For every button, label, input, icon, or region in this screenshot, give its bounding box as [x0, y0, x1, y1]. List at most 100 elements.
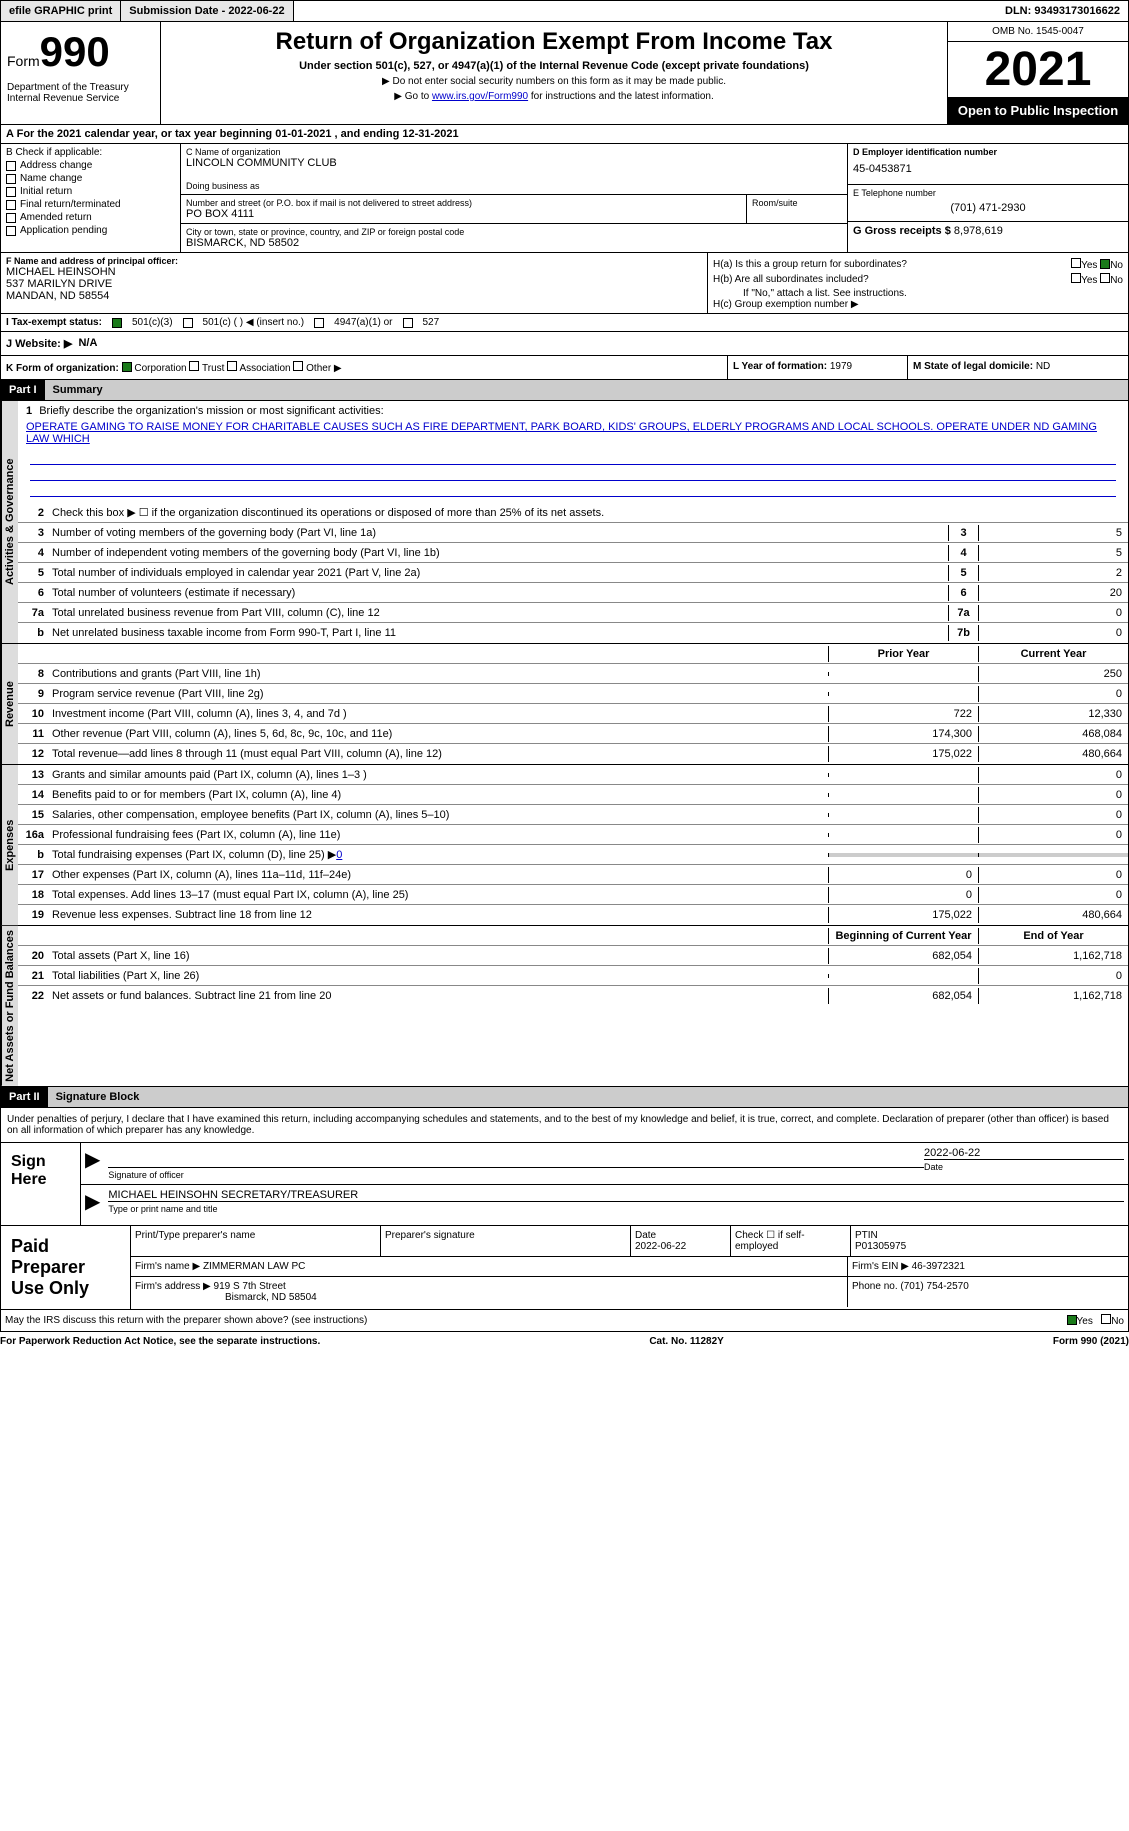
trust-checkbox[interactable]: [189, 361, 199, 371]
4947-checkbox[interactable]: [314, 318, 324, 328]
efile-print-button[interactable]: efile GRAPHIC print: [1, 1, 121, 21]
501c-checkbox[interactable]: [183, 318, 193, 328]
form-title: Return of Organization Exempt From Incom…: [167, 28, 941, 56]
firm-addr-label: Firm's address ▶: [135, 1281, 211, 1292]
dba-label: Doing business as: [186, 181, 842, 191]
line10: Investment income (Part VIII, column (A)…: [48, 706, 828, 722]
line7a: Total unrelated business revenue from Pa…: [48, 605, 948, 621]
firm-ein: 46-3972321: [912, 1261, 965, 1272]
arrow-icon: ▶: [85, 1147, 100, 1180]
prep-phone-label: Phone no.: [852, 1281, 898, 1292]
line-1-num: 1: [22, 403, 36, 419]
discuss-row: May the IRS discuss this return with the…: [0, 1310, 1129, 1332]
val7a: 0: [978, 605, 1128, 621]
part2-header-row: Part II Signature Block: [0, 1087, 1129, 1108]
name-change-checkbox[interactable]: [6, 174, 16, 184]
officer-addr1: 537 MARILYN DRIVE: [6, 278, 702, 290]
discuss-yes-checkbox[interactable]: ✓: [1067, 1315, 1077, 1325]
paid-preparer-label: Paid Preparer Use Only: [1, 1226, 131, 1309]
phone-label: E Telephone number: [853, 188, 1123, 198]
topbar: efile GRAPHIC print Submission Date - 20…: [0, 0, 1129, 22]
prep-phone: (701) 754-2570: [900, 1281, 968, 1292]
other-checkbox[interactable]: [293, 361, 303, 371]
line6: Total number of volunteers (estimate if …: [48, 585, 948, 601]
beg-year-header: Beginning of Current Year: [828, 928, 978, 944]
final-return-checkbox[interactable]: [6, 200, 16, 210]
footer: For Paperwork Reduction Act Notice, see …: [0, 1332, 1129, 1351]
prep-print-label: Print/Type preparer's name: [135, 1230, 376, 1241]
ha-label: H(a) Is this a group return for subordin…: [713, 259, 907, 270]
hb-label: H(b) Are all subordinates included?: [713, 274, 869, 285]
part2-header: Part II: [1, 1087, 48, 1107]
line22: Net assets or fund balances. Subtract li…: [48, 988, 828, 1004]
check-applicable-label: B Check if applicable:: [6, 147, 175, 158]
sig-date-label: Date: [924, 1159, 1124, 1172]
dln: DLN: 93493173016622: [997, 1, 1128, 21]
val5: 2: [978, 565, 1128, 581]
ein-value: 45-0453871: [853, 157, 1123, 181]
form-label: Form: [7, 53, 40, 69]
room-label: Room/suite: [752, 198, 842, 208]
ptin-label: PTIN: [855, 1230, 1124, 1241]
hb-no-checkbox[interactable]: [1100, 273, 1110, 283]
assoc-checkbox[interactable]: [227, 361, 237, 371]
line1-label: Briefly describe the organization's miss…: [39, 405, 383, 417]
firm-name-label: Firm's name ▶: [135, 1261, 200, 1272]
hb-yes-checkbox[interactable]: [1071, 273, 1081, 283]
line17: Other expenses (Part IX, column (A), lin…: [48, 867, 828, 883]
city-value: BISMARCK, ND 58502: [186, 237, 842, 249]
net-assets-label: Net Assets or Fund Balances: [1, 926, 18, 1086]
line21: Total liabilities (Part X, line 26): [48, 968, 828, 984]
527-checkbox[interactable]: [403, 318, 413, 328]
state-value: ND: [1036, 361, 1050, 372]
sig-section: Sign Here ▶ Signature of officer 2022-06…: [0, 1143, 1129, 1226]
section-d: D Employer identification number 45-0453…: [848, 144, 1128, 252]
sig-date-value: 2022-06-22: [924, 1147, 1124, 1159]
discuss-no-checkbox[interactable]: [1101, 1314, 1111, 1324]
line19: Revenue less expenses. Subtract line 18 …: [48, 907, 828, 923]
dept-treasury: Department of the Treasury Internal Reve…: [7, 76, 154, 104]
firm-name: ZIMMERMAN LAW PC: [203, 1261, 305, 1272]
app-pending-checkbox[interactable]: [6, 226, 16, 236]
501c3-checkbox[interactable]: ✓: [112, 318, 122, 328]
goto-note: ▶ Go to www.irs.gov/Form990 for instruct…: [167, 91, 941, 102]
section-c: C Name of organization LINCOLN COMMUNITY…: [181, 144, 848, 252]
tax-year: 2021: [948, 42, 1128, 97]
amended-return-checkbox[interactable]: [6, 213, 16, 223]
val7b: 0: [978, 625, 1128, 641]
expenses-label: Expenses: [1, 765, 18, 925]
end-year-header: End of Year: [978, 928, 1128, 944]
preparer-section: Paid Preparer Use Only Print/Type prepar…: [0, 1226, 1129, 1310]
year-form-label: L Year of formation:: [733, 361, 827, 372]
form-org-label: K Form of organization:: [6, 363, 119, 374]
ha-no-checkbox[interactable]: ✓: [1100, 259, 1110, 269]
arrow-icon: ▶: [85, 1189, 100, 1221]
summary-block: Activities & Governance 1 Briefly descri…: [0, 401, 1129, 1087]
address-change-checkbox[interactable]: [6, 161, 16, 171]
prior-year-header: Prior Year: [828, 646, 978, 662]
footer-right: Form 990 (2021): [1053, 1336, 1129, 1347]
line18: Total expenses. Add lines 13–17 (must eq…: [48, 887, 828, 903]
initial-return-checkbox[interactable]: [6, 187, 16, 197]
firm-addr: 919 S 7th Street: [214, 1281, 286, 1292]
part2-title: Signature Block: [48, 1087, 1128, 1107]
part1-header: Part I: [1, 380, 45, 400]
activities-label: Activities & Governance: [1, 401, 18, 643]
val4: 5: [978, 545, 1128, 561]
officer-addr2: MANDAN, ND 58554: [6, 290, 702, 302]
tax-status-label: I Tax-exempt status:: [6, 317, 102, 328]
line9: Program service revenue (Part VIII, line…: [48, 686, 828, 702]
irs-link[interactable]: www.irs.gov/Form990: [432, 91, 528, 102]
ein-label: D Employer identification number: [853, 147, 1123, 157]
revenue-label: Revenue: [1, 644, 18, 764]
line16a: Professional fundraising fees (Part IX, …: [48, 827, 828, 843]
phone-value: (701) 471-2930: [853, 198, 1123, 218]
current-year-header: Current Year: [978, 646, 1128, 662]
omb-number: OMB No. 1545-0047: [948, 22, 1128, 42]
line7b: Net unrelated business taxable income fr…: [48, 625, 948, 641]
corp-checkbox[interactable]: ✓: [122, 362, 132, 372]
ha-yes-checkbox[interactable]: [1071, 258, 1081, 268]
website-value: N/A: [78, 337, 97, 350]
city-label: City or town, state or province, country…: [186, 227, 842, 237]
calendar-year-line: A For the 2021 calendar year, or tax yea…: [0, 125, 1129, 144]
